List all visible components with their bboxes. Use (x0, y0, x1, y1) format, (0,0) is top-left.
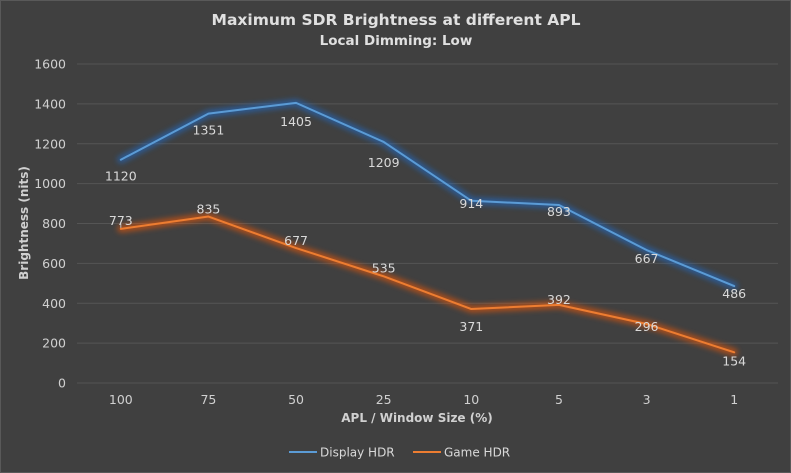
y-tick-label: 1000 (34, 176, 66, 191)
series-lines (117, 99, 738, 356)
series-line-display-hdr (119, 101, 736, 288)
data-label: 1120 (105, 169, 137, 184)
x-tick-label: 5 (555, 392, 563, 407)
chart-subtitle: Local Dimming: Low (320, 33, 473, 49)
data-label: 1405 (280, 114, 312, 129)
legend: Display HDR Game HDR (289, 446, 510, 460)
data-label: 296 (635, 319, 659, 334)
y-tick-label: 0 (58, 376, 66, 391)
x-tick-label: 3 (643, 392, 651, 407)
data-label: 1209 (368, 155, 400, 170)
data-label: 371 (459, 319, 483, 334)
data-labels: 1120 1351 1405 1209 914 893 667 486 773 835 677 535… (105, 114, 746, 368)
data-label: 1351 (193, 123, 225, 138)
y-tick-label: 800 (42, 216, 66, 231)
y-tick-label: 1400 (34, 96, 66, 111)
chart-title: Maximum SDR Brightness at different APL (212, 11, 581, 29)
data-label: 677 (284, 233, 308, 248)
data-label: 773 (109, 213, 133, 228)
y-axis-ticks: 0 200 400 600 800 1000 1200 1400 1600 (34, 57, 66, 391)
data-label: 154 (722, 353, 746, 368)
data-label: 667 (635, 251, 659, 266)
y-axis-title: Brightness (nits) (17, 166, 31, 280)
x-tick-label: 1 (730, 392, 738, 407)
series-line-game-hdr (119, 215, 736, 354)
data-label: 835 (197, 202, 221, 217)
gridlines (77, 63, 778, 384)
data-label: 893 (547, 204, 571, 219)
y-tick-label: 1600 (34, 57, 66, 72)
y-tick-label: 200 (42, 336, 66, 351)
y-tick-label: 600 (42, 256, 66, 271)
x-tick-label: 100 (109, 392, 133, 407)
data-label: 486 (722, 286, 746, 301)
data-label: 535 (372, 260, 396, 275)
x-tick-label: 75 (200, 392, 216, 407)
x-axis-title: APL / Window Size (%) (341, 411, 493, 425)
x-tick-label: 25 (376, 392, 392, 407)
legend-label: Game HDR (444, 446, 510, 460)
y-tick-label: 400 (42, 296, 66, 311)
x-tick-label: 50 (288, 392, 304, 407)
y-tick-label: 1200 (34, 136, 66, 151)
legend-label: Display HDR (320, 446, 395, 460)
data-label: 392 (547, 292, 571, 307)
data-label: 914 (459, 196, 483, 211)
x-tick-label: 10 (463, 392, 479, 407)
x-axis-ticks: 100 75 50 25 10 5 3 1 (109, 392, 738, 407)
